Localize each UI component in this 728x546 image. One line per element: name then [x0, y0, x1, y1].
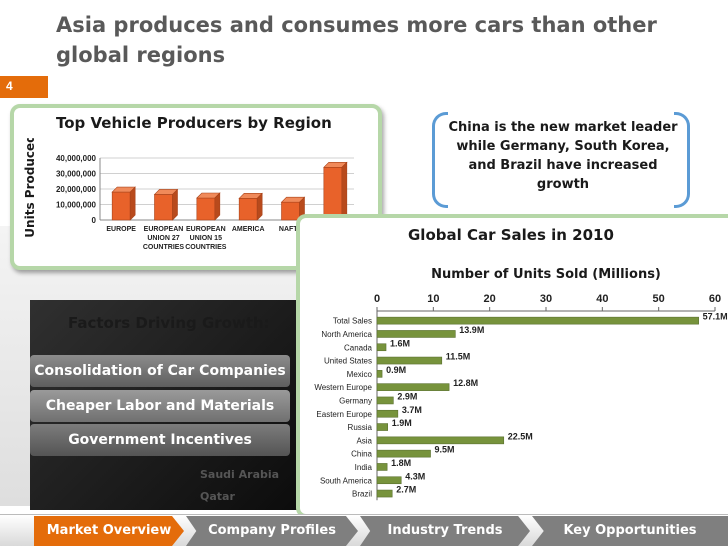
sales-x-tick-label: 60 [709, 293, 721, 305]
sales-value-label: 57.1M [703, 312, 728, 322]
sales-category-label: United States [324, 357, 372, 366]
sales-x-tick-label: 20 [484, 293, 496, 305]
sales-value-label: 1.9M [392, 418, 412, 428]
callout-text: China is the new market leader while Ger… [448, 120, 678, 192]
sales-x-tick-label: 10 [427, 293, 439, 305]
producers-x-tick-label: EUROPEAN UNION 15 COUNTRIES [185, 226, 227, 251]
page-number: 4 [0, 76, 48, 98]
sales-bar [376, 330, 456, 338]
factor-cheaper-labor: Cheaper Labor and Materials [30, 390, 290, 422]
sales-value-label: 2.9M [397, 391, 417, 401]
factor-consolidation: Consolidation of Car Companies [30, 355, 290, 387]
sales-bar [376, 383, 450, 391]
sales-value-label: 4.3M [405, 471, 425, 481]
producers-x-tick-label: NAFTA [279, 226, 302, 233]
sales-category-label: Mexico [347, 370, 373, 379]
sales-x-tick-label: 0 [374, 293, 380, 305]
sales-value-label: 9.5M [435, 445, 455, 455]
factors-title: Factors Driving Growth: [68, 314, 270, 332]
sales-category-label: Canada [344, 343, 373, 352]
nav-key-opportunities[interactable]: Key Opportunities [532, 516, 728, 546]
sales-x-tick-label: 40 [596, 293, 608, 305]
producers-x-tick-label: EUROPEAN UNION 27 COUNTRIES [143, 226, 185, 251]
sales-x-tick-label: 50 [653, 293, 665, 305]
producers-bar [111, 186, 136, 221]
sales-chart-card [296, 214, 728, 518]
producers-bar [153, 188, 179, 221]
sales-value-label: 3.7M [402, 405, 422, 415]
sales-category-label: Germany [339, 396, 372, 405]
producers-y-tick-label: 0 [92, 216, 97, 225]
brace-right [674, 112, 690, 208]
background-label: Saudi Arabia [200, 468, 280, 481]
sales-value-label: 0.9M [386, 365, 406, 375]
sales-bar [376, 436, 505, 445]
sales-chart: Number of Units Sold (Millions) 0 10 20 30 4… [314, 267, 728, 501]
sales-chart-title: Global Car Sales in 2010 [408, 226, 614, 244]
producers-bar [238, 192, 263, 221]
sales-value-label: 22.5M [508, 431, 533, 441]
sales-value-label: 2.7M [396, 485, 416, 495]
sales-bar [376, 463, 388, 471]
sales-category-label: South America [320, 476, 373, 485]
sales-bar [376, 396, 394, 405]
sales-bar [376, 356, 443, 365]
producers-bar [196, 192, 221, 221]
producers-bar [323, 161, 348, 221]
sales-category-label: India [355, 463, 373, 472]
producers-y-axis-title: Units Produced [23, 138, 37, 238]
sales-bar [376, 423, 389, 431]
nav-industry-trends[interactable]: Industry Trends [360, 516, 530, 546]
sales-value-label: 13.9M [459, 325, 484, 335]
producers-y-axis-title: Units Produced [23, 138, 37, 238]
sales-bar [376, 476, 402, 485]
sales-bar [376, 343, 387, 352]
sales-value-label: 1.8M [391, 458, 411, 468]
sales-value-label: 11.5M [446, 352, 471, 362]
sales-category-label: Brazil [352, 490, 372, 499]
producers-y-tick-label: 40,000,000 [56, 154, 97, 163]
sales-category-label: Total Sales [333, 317, 372, 326]
producers-x-tick-label: EUROPE [106, 226, 136, 233]
nav-company-profiles[interactable]: Company Profiles [186, 516, 358, 546]
sales-category-label: North America [321, 330, 372, 339]
sales-value-label: 12.8M [453, 378, 478, 388]
factor-government-incentives: Government Incentives [30, 424, 290, 456]
sales-chart-subtitle: Number of Units Sold (Millions) [431, 267, 661, 282]
sales-category-label: China [351, 450, 372, 459]
nav-market-overview[interactable]: Market Overview [34, 516, 184, 546]
producers-y-tick-label: 30,000,000 [56, 170, 97, 179]
sales-category-label: Western Europe [314, 383, 372, 392]
slide-title: Asia produces and consumes more cars tha… [56, 13, 657, 67]
producers-x-tick-label: AMERICA [232, 226, 265, 233]
sales-bar [376, 449, 431, 458]
sales-bar [376, 370, 383, 378]
brace-left [432, 112, 448, 208]
sales-bar [376, 409, 399, 418]
producers-y-tick-label: 10,000,000 [56, 201, 97, 210]
sales-x-tick-label: 30 [540, 293, 552, 305]
background-label: Qatar [200, 490, 235, 503]
sales-bar [376, 316, 699, 325]
sales-bar [376, 489, 393, 498]
sales-category-label: Asia [356, 436, 372, 445]
sales-value-label: 1.6M [390, 338, 410, 348]
sales-category-label: Russia [348, 423, 373, 432]
producers-chart-title: Top Vehicle Producers by Region [56, 114, 332, 132]
sales-category-label: Eastern Europe [316, 410, 372, 419]
producers-y-tick-label: 20,000,000 [56, 185, 97, 194]
